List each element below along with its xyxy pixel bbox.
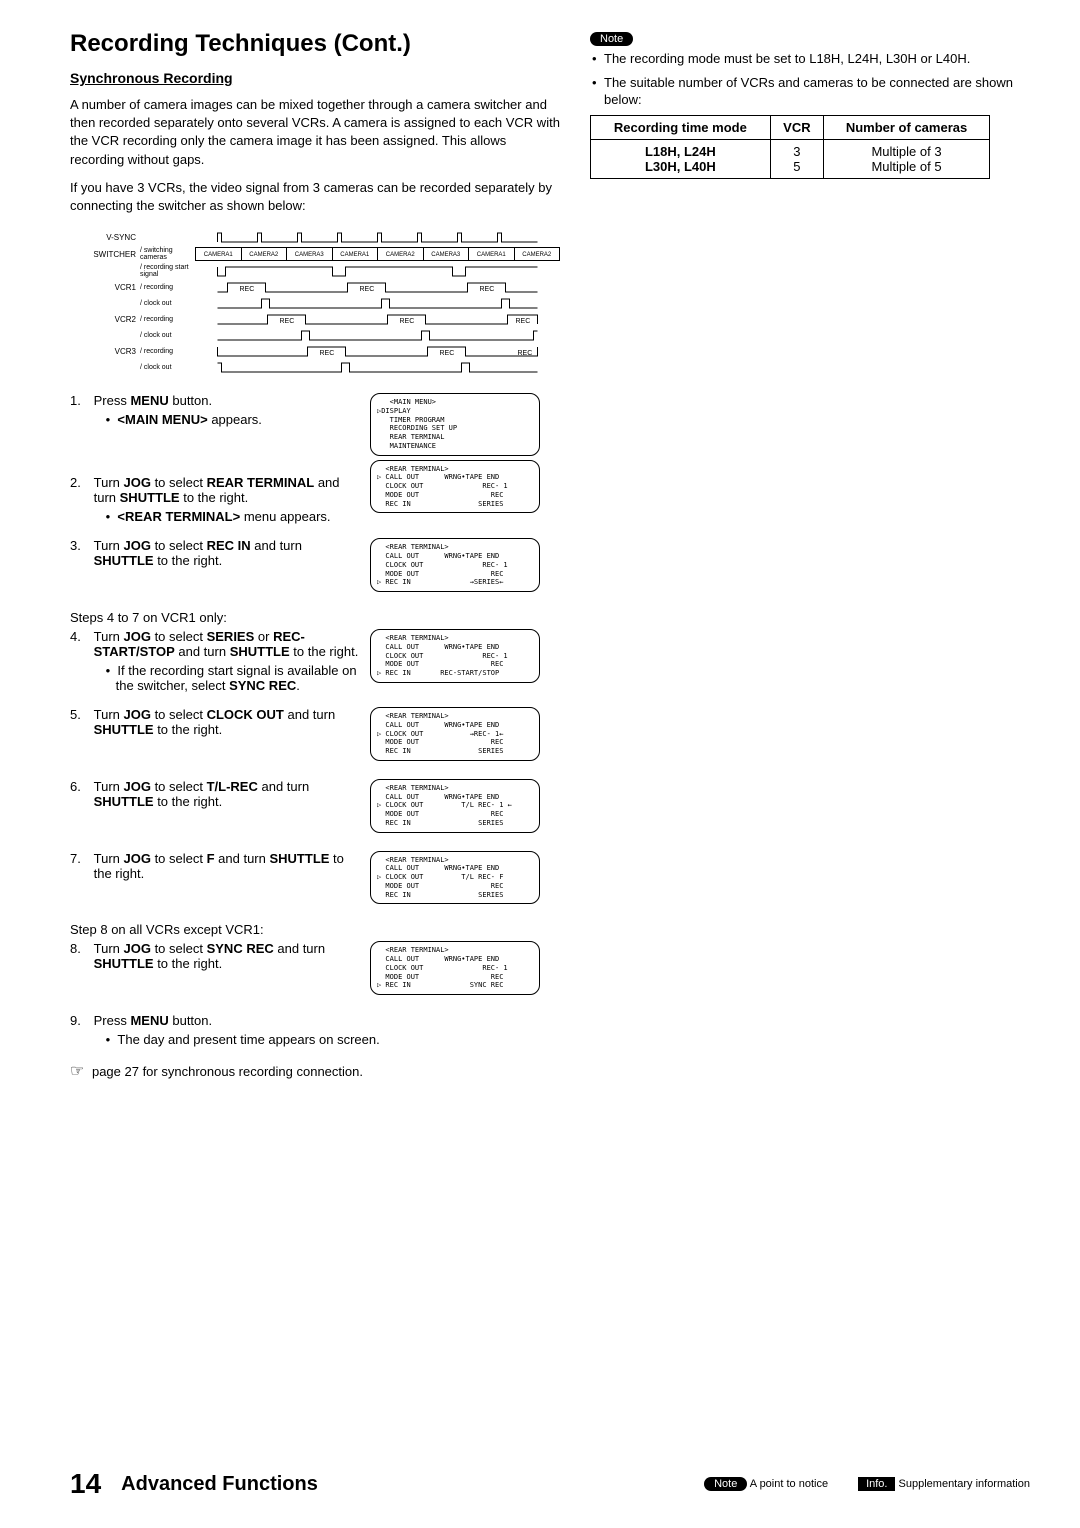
vcr3-clock-wave	[195, 360, 560, 374]
vcr1-clock-sub: / clock out	[140, 300, 195, 307]
intro-para-1: A number of camera images can be mixed t…	[70, 96, 560, 169]
vcr1-rec-sub: / recording	[140, 284, 195, 291]
recstart-wave	[195, 264, 560, 278]
vsync-wave	[195, 230, 560, 244]
intro-para-2: If you have 3 VCRs, the video signal fro…	[70, 179, 560, 215]
step-8: 8. Turn JOG to select SYNC REC and turn …	[70, 941, 560, 999]
step-4: 4. Turn JOG to select SERIES or REC-STAR…	[70, 629, 560, 693]
footer-info-pill: Info.	[858, 1477, 895, 1491]
vcr1-label: VCR1	[90, 283, 140, 292]
switching-sub: / switching cameras	[140, 247, 195, 261]
svg-text:REC: REC	[516, 318, 531, 325]
menu-rear-8: <REAR TERMINAL> CALL OUT WRNG•TAPE END C…	[370, 941, 540, 995]
footer-note-pill: Note	[704, 1477, 747, 1491]
svg-text:REC: REC	[360, 286, 375, 293]
table-cell: 35	[770, 139, 823, 178]
menu-rear-1: <REAR TERMINAL> ▷ CALL OUT WRNG•TAPE END…	[370, 460, 540, 514]
th-vcr: VCR	[770, 115, 823, 139]
camera-strip: CAMERA1CAMERA2CAMERA3CAMERA1CAMERA2CAMER…	[195, 247, 560, 261]
note-2: The suitable number of VCRs and cameras …	[590, 74, 1030, 109]
vcr2-clock-wave	[195, 328, 560, 342]
vcr3-label: VCR3	[90, 347, 140, 356]
vcr2-rec-wave: REC REC REC	[195, 312, 560, 326]
table-cell: Multiple of 3Multiple of 5	[824, 139, 990, 178]
footer-section: Advanced Functions	[121, 1473, 318, 1496]
menu-rear-6: <REAR TERMINAL> CALL OUT WRNG•TAPE END ▷…	[370, 779, 540, 833]
vcr1-rec-wave: REC REC REC	[195, 280, 560, 294]
footer-note-text: A point to notice	[750, 1478, 828, 1490]
svg-text:REC: REC	[240, 286, 255, 293]
svg-text:REC: REC	[400, 318, 415, 325]
th-mode: Recording time mode	[591, 115, 771, 139]
step-5: 5. Turn JOG to select CLOCK OUT and turn…	[70, 707, 560, 765]
vcr1-clock-wave	[195, 296, 560, 310]
substep-47: Steps 4 to 7 on VCR1 only:	[70, 610, 560, 625]
menu-rear-3: <REAR TERMINAL> CALL OUT WRNG•TAPE END C…	[370, 538, 540, 592]
table-cell: L18H, L24HL30H, L40H	[591, 139, 771, 178]
footer-info-text: Supplementary information	[899, 1478, 1030, 1490]
step-6: 6. Turn JOG to select T/L-REC and turn S…	[70, 779, 560, 837]
menu-rear-4: <REAR TERMINAL> CALL OUT WRNG•TAPE END C…	[370, 629, 540, 683]
step-3: 3. Turn JOG to select REC IN and turn SH…	[70, 538, 560, 596]
xref: ☞ page 27 for synchronous recording conn…	[70, 1061, 560, 1081]
page-title: Recording Techniques (Cont.)	[70, 30, 560, 58]
switcher-label: SWITCHER	[90, 250, 140, 259]
menu-rear-7: <REAR TERMINAL> CALL OUT WRNG•TAPE END ▷…	[370, 851, 540, 905]
section-heading: Synchronous Recording	[70, 70, 560, 86]
note-1: The recording mode must be set to L18H, …	[590, 50, 1030, 68]
step-7: 7. Turn JOG to select F and turn SHUTTLE…	[70, 851, 560, 909]
th-cams: Number of cameras	[824, 115, 990, 139]
timing-diagram: V-SYNC SWITCHER / switching cameras CAME…	[90, 229, 560, 375]
vcr-table: Recording time mode VCR Number of camera…	[590, 115, 990, 179]
page-number: 14	[70, 1468, 101, 1500]
hand-icon: ☞	[70, 1063, 84, 1080]
substep-8: Step 8 on all VCRs except VCR1:	[70, 922, 560, 937]
step-9: 9. Press MENU button. • The day and pres…	[70, 1013, 560, 1047]
svg-text:REC: REC	[280, 318, 295, 325]
svg-text:REC: REC	[440, 350, 455, 357]
vcr3-rec-wave: REC REC REC	[195, 344, 560, 358]
vsync-label: V-SYNC	[90, 233, 140, 242]
menu-rear-5: <REAR TERMINAL> CALL OUT WRNG•TAPE END ▷…	[370, 707, 540, 761]
svg-text:REC: REC	[480, 286, 495, 293]
menu-main: <MAIN MENU> ▷DISPLAY TIMER PROGRAM RECOR…	[370, 393, 540, 456]
recstart-sub: / recording start signal	[140, 264, 195, 278]
svg-text:REC: REC	[320, 350, 335, 357]
note-pill: Note	[590, 32, 633, 46]
svg-text:REC: REC	[518, 350, 533, 357]
footer: 14 Advanced Functions Note A point to no…	[70, 1468, 1030, 1500]
vcr2-label: VCR2	[90, 315, 140, 324]
